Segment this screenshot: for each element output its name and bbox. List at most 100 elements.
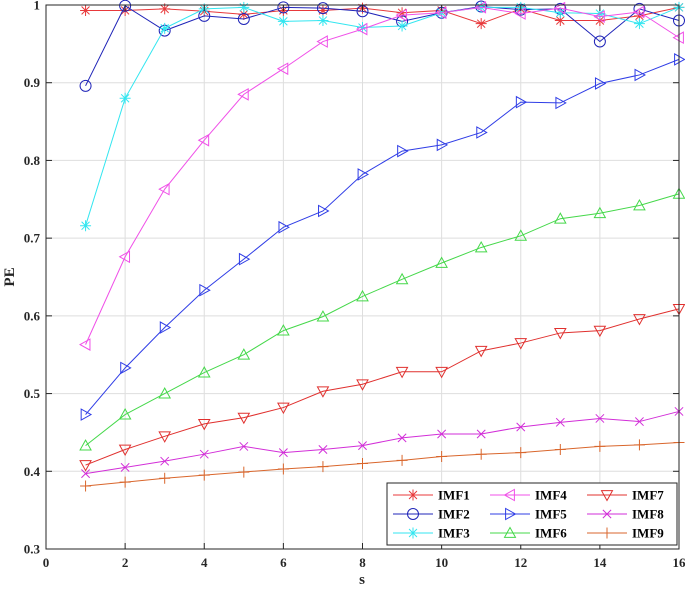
data-point-imf7 (79, 460, 92, 472)
data-point-imf7 (158, 431, 172, 443)
data-point-imf3 (238, 1, 250, 13)
data-point-imf5 (436, 138, 449, 152)
data-point-imf7 (356, 379, 369, 391)
legend-label-imf5: IMF5 (535, 507, 567, 522)
data-point-imf2 (277, 1, 290, 14)
data-point-imf4 (672, 31, 684, 44)
data-point-imf8 (358, 441, 367, 451)
x-tick-label: 6 (280, 555, 287, 570)
data-point-imf2 (119, 0, 132, 12)
legend-marker-imf2 (407, 508, 419, 520)
data-point-imf8 (516, 422, 526, 432)
data-point-imf8 (278, 448, 288, 458)
data-point-imf9 (633, 439, 645, 451)
data-point-imf1 (317, 4, 329, 16)
data-point-imf6 (237, 348, 251, 360)
data-point-imf4 (435, 6, 447, 20)
x-tick-label: 4 (201, 555, 208, 570)
data-point-imf1 (554, 15, 566, 27)
data-point-imf5 (278, 220, 290, 234)
data-point-imf8 (199, 449, 209, 459)
data-point-imf8 (437, 429, 447, 439)
data-point-imf6 (633, 198, 646, 211)
series-imf5 (80, 53, 685, 421)
data-point-imf3 (357, 22, 368, 34)
y-tick-label: 0.4 (24, 464, 41, 479)
data-point-imf4 (276, 62, 289, 76)
legend-item-imf3: IMF3 (393, 526, 470, 541)
series-line-imf1 (85, 6, 680, 25)
data-point-imf7 (553, 328, 567, 340)
data-point-imf7 (593, 325, 607, 338)
data-point-imf8 (81, 469, 91, 479)
legend-item-imf1: IMF1 (393, 488, 470, 503)
legend-item-imf4: IMF4 (490, 488, 567, 503)
y-tick-label: 0.7 (24, 231, 41, 246)
data-point-imf6 (435, 256, 448, 268)
data-point-imf3 (554, 7, 566, 19)
x-tick-label: 16 (673, 555, 685, 570)
data-point-imf9 (277, 463, 289, 475)
data-point-imf7 (395, 366, 409, 379)
data-point-imf9 (594, 440, 606, 452)
legend-label-imf3: IMF3 (438, 526, 470, 541)
data-point-imf5 (159, 321, 172, 334)
series-line-imf4 (85, 6, 680, 345)
data-point-imf4 (514, 7, 526, 20)
data-point-imf3 (633, 18, 645, 30)
series-line-imf7 (85, 308, 680, 466)
series-line-imf6 (85, 193, 680, 447)
data-point-imf4 (632, 5, 645, 19)
x-tick-label: 10 (435, 555, 448, 570)
data-point-imf5 (357, 168, 370, 181)
data-point-imf1 (633, 10, 645, 22)
y-tick-label: 0.6 (24, 308, 41, 323)
legend-marker-imf1 (407, 489, 419, 501)
tick-labels: 0 2 4 6 8 10 12 14 16 0.3 0.4 0.5 0.6 0.7 0.8 0.9 1 (24, 0, 685, 570)
x-tick-label: 2 (122, 555, 129, 570)
data-point-imf5 (238, 252, 251, 266)
legend-item-imf2: IMF2 (393, 507, 470, 522)
data-point-imf9 (554, 444, 566, 456)
series-imf8 (81, 406, 684, 479)
data-point-imf6 (514, 229, 528, 241)
data-point-imf9 (80, 480, 92, 492)
data-point-imf1 (475, 18, 487, 30)
data-point-imf9 (475, 448, 487, 460)
series-line-imf9 (85, 442, 680, 487)
data-point-imf8 (120, 462, 130, 472)
legend-box (386, 482, 678, 546)
data-point-imf4 (395, 8, 407, 22)
data-point-imf8 (318, 445, 328, 455)
legend-marker-imf6 (503, 526, 517, 538)
legend-label-imf6: IMF6 (535, 526, 567, 541)
data-point-imf6 (118, 408, 132, 420)
legend-marker-imf8 (602, 509, 612, 519)
data-point-imf8 (239, 441, 249, 451)
grid (46, 5, 679, 549)
data-point-imf7 (316, 386, 330, 398)
x-axis-label: s (359, 572, 365, 588)
data-point-imf8 (476, 429, 486, 439)
legend-marker-imf5 (505, 507, 517, 521)
data-point-imf6 (158, 387, 172, 399)
x-tick-label: 8 (359, 555, 366, 570)
series-imf9 (80, 437, 685, 492)
ticks (45, 4, 680, 550)
data-point-imf2 (633, 2, 646, 15)
data-point-imf4 (79, 338, 91, 351)
data-point-imf4 (158, 182, 170, 196)
data-point-imf4 (593, 10, 605, 24)
legend-marker-imf7 (600, 490, 614, 502)
series-imf4 (79, 0, 684, 351)
data-point-imf4 (355, 22, 368, 36)
data-point-imf5 (634, 68, 646, 82)
data-point-imf8 (160, 456, 170, 466)
data-point-imf5 (199, 283, 211, 297)
data-point-imf3 (80, 220, 92, 232)
data-point-imf8 (397, 433, 407, 443)
data-point-imf6 (277, 324, 290, 336)
data-point-imf1 (159, 3, 171, 15)
data-point-imf9 (515, 447, 527, 459)
